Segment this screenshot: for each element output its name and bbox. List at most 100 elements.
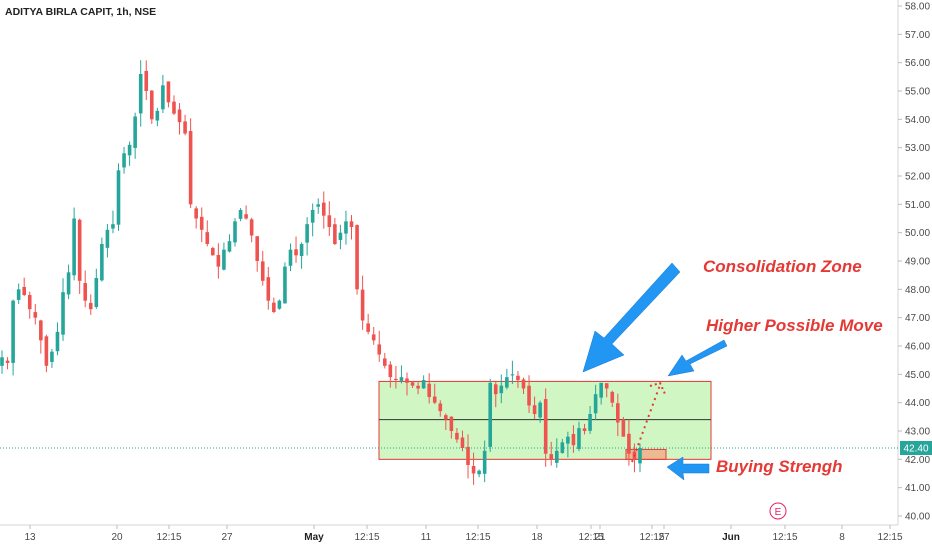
candle-body	[244, 214, 248, 219]
price-tick-label: 52.00	[905, 172, 930, 183]
candle-body	[577, 428, 581, 449]
candle-body	[260, 261, 265, 281]
candle-body	[460, 437, 465, 448]
price-tick-label: 43.00	[905, 427, 930, 438]
candle-body	[482, 450, 487, 474]
candle-body	[77, 219, 82, 281]
candle-body	[172, 101, 176, 114]
price-tick-label: 46.00	[905, 342, 930, 353]
candle-body	[272, 302, 276, 312]
candle-body	[194, 208, 198, 219]
time-tick-label: 12:15	[772, 532, 797, 543]
price-tick-label: 48.00	[905, 285, 930, 296]
time-tick-label: 12:15	[465, 532, 490, 543]
candle-body	[543, 399, 548, 454]
time-tick-label: 12:15	[877, 532, 902, 543]
candle-body	[299, 244, 304, 257]
candle-body	[116, 170, 121, 225]
time-tick-label: 21	[594, 532, 606, 543]
candle-body	[11, 300, 15, 363]
earnings-marker[interactable]: E	[769, 502, 787, 520]
candle-body	[183, 121, 187, 134]
candle-body	[599, 382, 603, 398]
candle-body	[111, 224, 115, 229]
time-tick-label: 11	[421, 532, 432, 543]
time-tick-label: 27	[658, 532, 670, 543]
candle-body	[61, 292, 65, 335]
price-tick-label: 41.00	[905, 483, 930, 494]
candle-body	[510, 374, 515, 376]
price-tick-label: 42.00	[905, 455, 930, 466]
buying-zone-box	[625, 448, 667, 460]
candle-body	[421, 380, 426, 389]
time-tick-label: 27	[221, 532, 233, 543]
candle-body	[327, 215, 332, 227]
candle-body	[205, 232, 210, 244]
candle-body	[377, 344, 382, 355]
candle-body	[50, 351, 54, 362]
candle-body	[122, 153, 126, 168]
price-tick-label: 53.00	[905, 143, 930, 154]
price-tick-label: 51.00	[905, 200, 930, 211]
candle-body	[188, 131, 193, 205]
price-tick-label: 55.00	[905, 87, 930, 98]
time-tick-label: 8	[839, 532, 845, 543]
candle-body	[288, 249, 293, 266]
price-tick-label: 44.00	[905, 398, 930, 409]
candle-body	[405, 378, 409, 383]
candle-body	[488, 382, 493, 447]
candle-body	[566, 436, 570, 444]
candle-body	[527, 385, 531, 406]
candle-body	[560, 442, 565, 453]
candle-body	[105, 229, 110, 248]
candle-body	[88, 302, 93, 310]
time-tick-label: Jun	[722, 532, 740, 543]
candle-body	[222, 249, 226, 270]
candle-body	[493, 384, 498, 395]
price-tick-label: 54.00	[905, 115, 930, 126]
candle-body	[55, 331, 60, 352]
candle-body	[216, 255, 221, 267]
annotation-buying-strength: Buying Strengh	[716, 457, 843, 476]
candle-body	[554, 450, 559, 463]
candle-body	[399, 377, 404, 381]
price-tick-label: 56.00	[905, 58, 930, 69]
time-tick-label: 12:15	[156, 532, 181, 543]
candle-body	[432, 396, 437, 403]
candle-body	[521, 379, 526, 389]
candle-body	[410, 382, 415, 386]
candle-body	[349, 221, 354, 227]
candle-body	[294, 249, 298, 256]
candle-body	[333, 224, 337, 244]
arrow-higher-move	[667, 339, 728, 377]
candle-body	[144, 70, 149, 91]
candle-body	[100, 244, 104, 281]
candle-body	[277, 300, 282, 309]
candle-body	[149, 90, 154, 120]
candle-body	[138, 74, 143, 114]
candle-body	[610, 391, 615, 403]
candle-body	[455, 432, 459, 440]
price-axis[interactable]: 58.00 57.00 56.00 55.00 54.00 53.00 52.00 51.00…	[898, 2, 930, 523]
candle-body	[66, 272, 71, 295]
candle-body	[161, 85, 165, 110]
candle-body	[505, 377, 509, 388]
candle-body	[33, 312, 38, 318]
candle-body	[532, 405, 537, 414]
last-price-label: 42.40	[903, 444, 928, 455]
candle-body	[588, 414, 592, 431]
candle-body	[249, 219, 254, 236]
candle-body	[549, 454, 554, 460]
candle-body	[39, 320, 43, 341]
candle-body	[83, 283, 88, 301]
candle-body	[388, 364, 393, 378]
price-tick-label: 57.00	[905, 30, 930, 41]
candle-body	[44, 336, 49, 366]
candle-body	[0, 357, 4, 366]
candle-body	[338, 232, 343, 240]
candle-body	[127, 144, 132, 156]
candle-body	[638, 448, 642, 464]
candle-body	[344, 221, 348, 234]
